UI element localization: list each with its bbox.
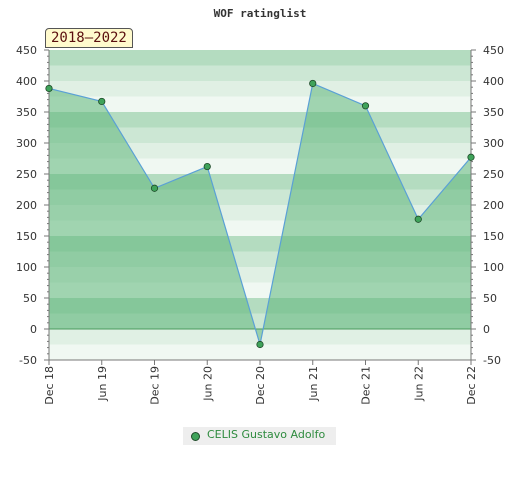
right-tick-label: 200	[483, 199, 504, 212]
data-point	[467, 153, 475, 161]
right-tick-label: 100	[483, 261, 504, 274]
data-point	[45, 84, 53, 93]
right-tick-label: 250	[483, 168, 504, 181]
right-tick-label: 350	[483, 106, 504, 119]
x-tick-label: Dec 20	[254, 366, 267, 405]
left-y-axis: -50 0 50 100 150 200 250 300 350 400 450	[16, 44, 50, 367]
data-point	[309, 79, 317, 88]
left-tick-label: 400	[16, 75, 37, 88]
left-tick-label: 350	[16, 106, 37, 119]
x-tick-label: Jun 21	[307, 366, 320, 402]
x-axis: Dec 18 Jun 19 Dec 19 Jun 20 Dec 20 Jun 21 Dec …	[43, 359, 478, 405]
series-area	[49, 83, 471, 345]
data-point	[203, 162, 211, 171]
x-tick-label: Dec 19	[149, 366, 162, 405]
legend-label: CELIS Gustavo Adolfo	[207, 428, 326, 441]
grid-band	[49, 65, 471, 81]
right-tick-label: 450	[483, 44, 504, 57]
left-tick-label: 200	[16, 199, 37, 212]
right-tick-label: 50	[483, 292, 497, 305]
legend-marker-icon	[191, 432, 200, 441]
data-markers	[45, 79, 475, 349]
chart-title: WOF ratinglist	[214, 7, 307, 20]
data-point	[256, 340, 264, 349]
left-tick-label: 50	[23, 292, 37, 305]
right-tick-label: -50	[483, 354, 501, 367]
left-tick-label: 450	[16, 44, 37, 57]
left-tick-label: 150	[16, 230, 37, 243]
grid-band	[49, 81, 471, 97]
x-tick-label: Dec 18	[43, 366, 56, 405]
right-tick-label: 400	[483, 75, 504, 88]
legend: CELIS Gustavo Adolfo	[183, 427, 336, 445]
left-tick-label: 250	[16, 168, 37, 181]
data-point	[414, 215, 422, 223]
data-point	[150, 184, 159, 192]
x-tick-label: Dec 22	[465, 366, 478, 405]
right-tick-label: 300	[483, 137, 504, 150]
period-label: 2018–2022	[45, 28, 133, 48]
grid-band	[49, 344, 471, 360]
data-point	[98, 97, 106, 106]
left-tick-label: -50	[19, 354, 37, 367]
right-y-axis: -50 0 50 100 150 200 250 300 350 400 450	[470, 44, 504, 367]
x-tick-label: Jun 20	[201, 366, 214, 402]
x-tick-label: Jun 19	[96, 366, 109, 402]
right-tick-label: 0	[483, 323, 490, 336]
data-point	[361, 102, 370, 110]
x-tick-label: Dec 21	[360, 366, 373, 405]
x-tick-label: Jun 22	[412, 366, 425, 402]
left-tick-label: 100	[16, 261, 37, 274]
left-tick-label: 300	[16, 137, 37, 150]
right-tick-label: 150	[483, 230, 504, 243]
grid-band	[49, 96, 471, 112]
grid-band	[49, 50, 471, 66]
left-tick-label: 0	[30, 323, 37, 336]
